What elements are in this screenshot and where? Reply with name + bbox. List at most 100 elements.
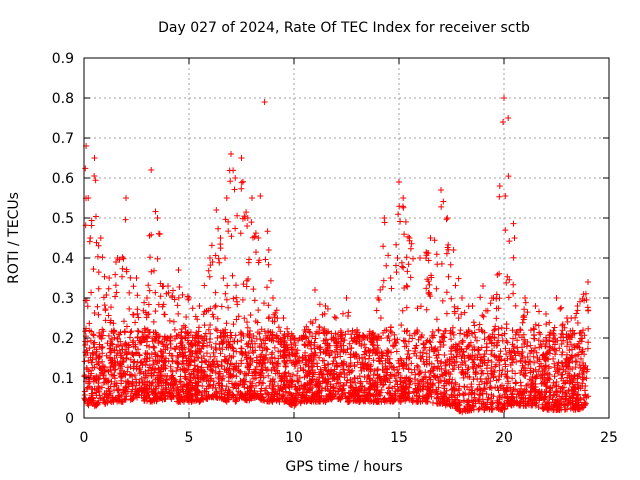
data-point	[545, 375, 552, 382]
data-point	[148, 351, 155, 358]
data-point	[109, 341, 116, 348]
data-point	[155, 374, 162, 381]
peak-point	[459, 295, 465, 301]
peak-point	[85, 195, 92, 201]
data-point	[163, 388, 170, 395]
data-point	[179, 383, 186, 390]
data-point	[403, 395, 410, 402]
data-point	[322, 340, 329, 347]
data-point	[474, 337, 480, 344]
data-point	[303, 394, 310, 401]
data-point	[446, 358, 453, 365]
data-point	[210, 381, 217, 388]
data-point	[244, 319, 250, 326]
data-point	[569, 327, 576, 334]
data-point	[519, 319, 526, 326]
data-point	[491, 334, 498, 341]
data-point	[489, 406, 496, 413]
data-point	[316, 393, 323, 400]
data-point	[197, 396, 204, 403]
data-point	[501, 330, 508, 337]
data-point	[405, 365, 412, 372]
data-point	[234, 298, 240, 305]
data-point	[514, 388, 521, 395]
data-point	[359, 336, 365, 343]
data-point	[166, 317, 173, 324]
data-point	[141, 299, 148, 306]
data-point	[218, 303, 225, 310]
peak-point	[280, 315, 287, 321]
data-point	[558, 304, 565, 311]
data-point	[352, 379, 359, 386]
data-point	[323, 337, 330, 344]
data-point	[222, 255, 228, 262]
data-point	[175, 310, 182, 317]
data-point	[192, 375, 199, 382]
data-point	[237, 369, 243, 376]
data-point	[238, 345, 245, 352]
data-point	[510, 281, 517, 288]
data-point	[487, 378, 494, 385]
data-point	[443, 216, 450, 223]
data-point	[556, 345, 563, 352]
data-point	[554, 337, 561, 344]
data-point	[186, 348, 193, 355]
data-point	[155, 301, 162, 308]
data-point	[565, 370, 572, 377]
data-point	[258, 326, 265, 333]
data-point	[551, 332, 558, 339]
data-point	[471, 322, 478, 329]
data-point	[283, 378, 290, 385]
data-point	[203, 395, 210, 402]
data-point	[245, 276, 252, 282]
data-point	[341, 374, 348, 381]
data-point	[401, 343, 408, 350]
data-point	[563, 331, 570, 338]
data-point	[146, 329, 153, 336]
data-point	[478, 357, 485, 364]
data-point	[195, 354, 202, 361]
data-point	[292, 363, 299, 370]
data-point	[261, 344, 267, 351]
data-point	[370, 335, 377, 342]
y-tick-label: 0.5	[52, 211, 74, 227]
data-point	[101, 364, 108, 370]
data-point	[251, 375, 257, 382]
data-point	[572, 401, 579, 408]
data-point	[135, 328, 142, 335]
data-point	[284, 381, 291, 388]
data-point	[305, 338, 312, 345]
data-point	[96, 354, 103, 360]
data-point	[315, 378, 322, 385]
data-point	[450, 385, 457, 391]
data-point	[216, 259, 223, 266]
data-point	[198, 345, 205, 352]
data-point	[321, 357, 328, 364]
data-point	[95, 376, 102, 383]
data-point	[527, 358, 534, 365]
data-point	[388, 329, 395, 336]
data-point	[264, 228, 271, 235]
data-point	[256, 330, 263, 337]
data-point	[508, 399, 515, 405]
data-point	[379, 382, 386, 389]
data-point	[112, 293, 119, 300]
data-point	[430, 399, 436, 406]
data-point	[249, 348, 256, 354]
data-point	[134, 327, 141, 334]
data-point	[159, 303, 166, 310]
data-point	[488, 395, 495, 402]
data-point	[375, 345, 381, 351]
data-point	[403, 304, 410, 311]
data-point	[445, 241, 452, 248]
data-point	[489, 347, 495, 354]
data-point	[476, 351, 483, 358]
data-point	[314, 363, 321, 370]
data-point	[307, 329, 313, 336]
data-point	[480, 353, 487, 360]
data-point	[324, 345, 331, 352]
data-point	[465, 343, 472, 350]
data-point	[395, 370, 402, 377]
data-point	[425, 278, 432, 285]
data-point	[309, 377, 316, 383]
